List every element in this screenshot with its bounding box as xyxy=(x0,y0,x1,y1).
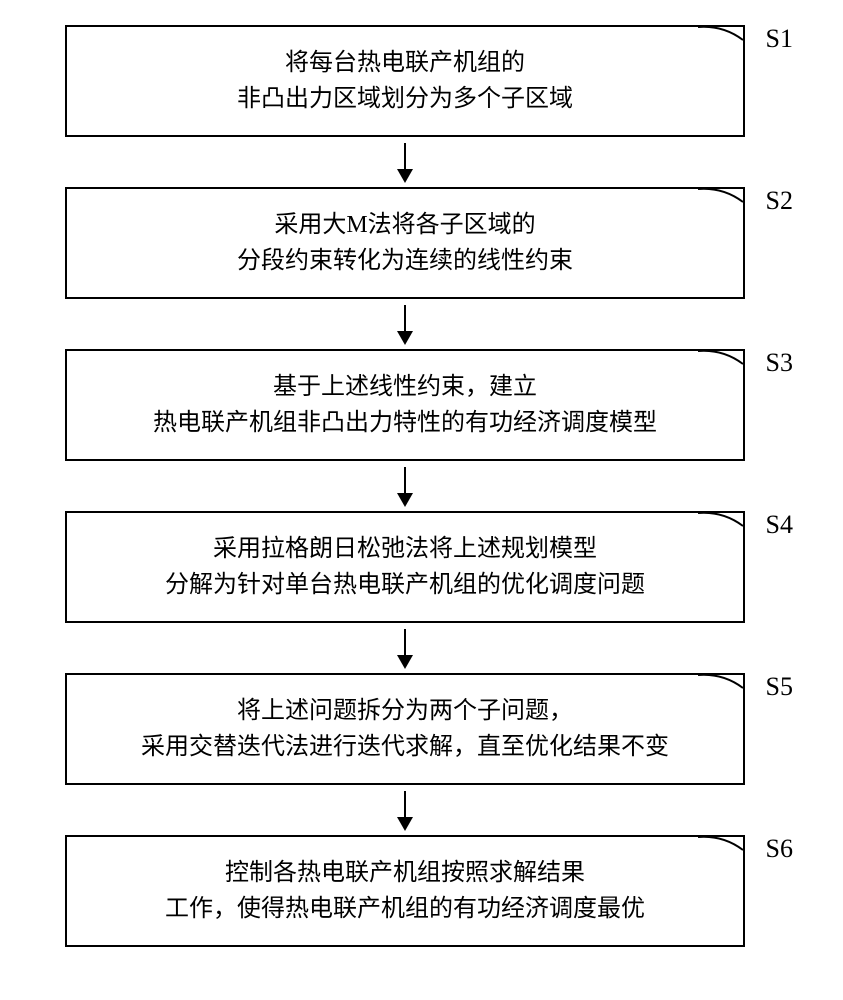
arrow-line-icon xyxy=(404,305,406,343)
connector-curve-icon xyxy=(698,511,748,531)
arrow-connector xyxy=(65,785,745,835)
step-text-line1: 将每台热电联产机组的 xyxy=(87,45,723,81)
step-box-s4: S4 采用拉格朗日松弛法将上述规划模型 分解为针对单台热电联产机组的优化调度问题 xyxy=(65,511,745,623)
step-text-line1: 基于上述线性约束，建立 xyxy=(87,369,723,405)
arrow-line-icon xyxy=(404,143,406,181)
connector-curve-icon xyxy=(698,835,748,855)
arrow-connector xyxy=(65,137,745,187)
step-text-line2: 工作，使得热电联产机组的有功经济调度最优 xyxy=(87,891,723,927)
arrow-connector xyxy=(65,461,745,511)
step-label: S5 xyxy=(766,667,793,706)
arrow-head-icon xyxy=(397,493,413,507)
arrow-head-icon xyxy=(397,817,413,831)
step-text-line2: 非凸出力区域划分为多个子区域 xyxy=(87,81,723,117)
connector-curve-icon xyxy=(698,349,748,369)
step-label: S3 xyxy=(766,343,793,382)
step-text-line2: 采用交替迭代法进行迭代求解，直至优化结果不变 xyxy=(87,729,723,765)
step-label: S1 xyxy=(766,19,793,58)
arrow-head-icon xyxy=(397,655,413,669)
step-text-line2: 热电联产机组非凸出力特性的有功经济调度模型 xyxy=(87,405,723,441)
connector-curve-icon xyxy=(698,25,748,45)
step-text-line1: 控制各热电联产机组按照求解结果 xyxy=(87,855,723,891)
step-label: S6 xyxy=(766,829,793,868)
step-text-line2: 分段约束转化为连续的线性约束 xyxy=(87,243,723,279)
flowchart-container: S1 将每台热电联产机组的 非凸出力区域划分为多个子区域 S2 采用大M法将各子… xyxy=(65,25,785,947)
arrow-line-icon xyxy=(404,629,406,667)
step-box-s3: S3 基于上述线性约束，建立 热电联产机组非凸出力特性的有功经济调度模型 xyxy=(65,349,745,461)
arrow-line-icon xyxy=(404,467,406,505)
arrow-head-icon xyxy=(397,169,413,183)
step-box-s6: S6 控制各热电联产机组按照求解结果 工作，使得热电联产机组的有功经济调度最优 xyxy=(65,835,745,947)
arrow-head-icon xyxy=(397,331,413,345)
step-text-line1: 将上述问题拆分为两个子问题， xyxy=(87,693,723,729)
connector-curve-icon xyxy=(698,187,748,207)
step-text-line1: 采用大M法将各子区域的 xyxy=(87,207,723,243)
step-box-s2: S2 采用大M法将各子区域的 分段约束转化为连续的线性约束 xyxy=(65,187,745,299)
connector-curve-icon xyxy=(698,673,748,693)
arrow-connector xyxy=(65,299,745,349)
arrow-connector xyxy=(65,623,745,673)
step-label: S2 xyxy=(766,181,793,220)
step-text-line1: 采用拉格朗日松弛法将上述规划模型 xyxy=(87,531,723,567)
arrow-line-icon xyxy=(404,791,406,829)
step-text-line2: 分解为针对单台热电联产机组的优化调度问题 xyxy=(87,567,723,603)
step-label: S4 xyxy=(766,505,793,544)
step-box-s5: S5 将上述问题拆分为两个子问题， 采用交替迭代法进行迭代求解，直至优化结果不变 xyxy=(65,673,745,785)
step-box-s1: S1 将每台热电联产机组的 非凸出力区域划分为多个子区域 xyxy=(65,25,745,137)
